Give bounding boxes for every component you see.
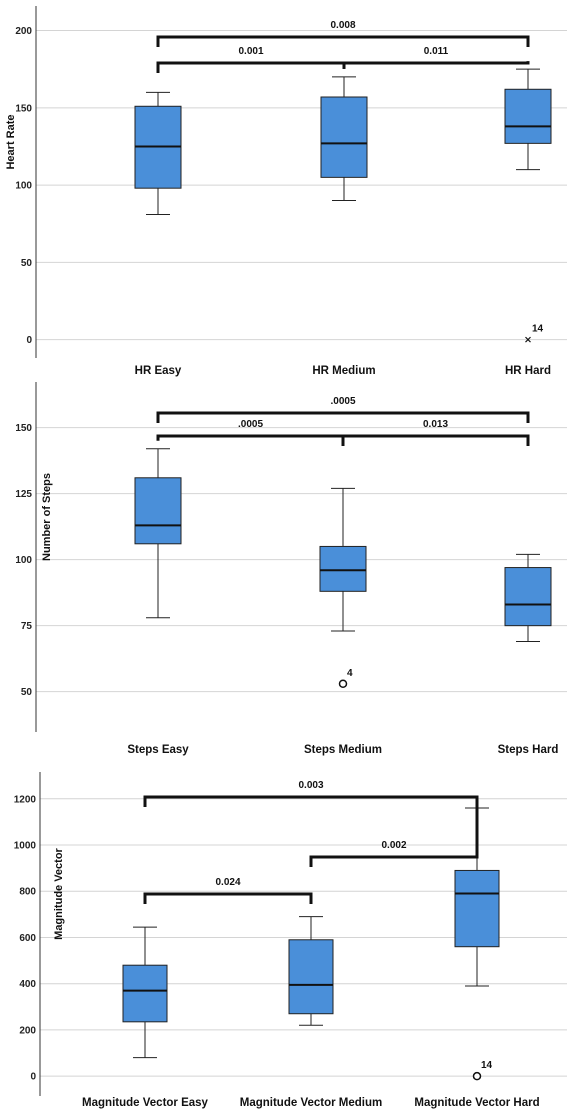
x-category-label: HR Hard: [505, 365, 551, 377]
x-category-label: Steps Easy: [127, 744, 189, 756]
outlier-label: 14: [481, 1060, 493, 1071]
y-axis-title: Heart Rate: [5, 114, 17, 169]
iqr-box: [134, 477, 182, 545]
significance-bracket: [341, 434, 530, 446]
box-1: [134, 91, 182, 215]
outlier-label: 14: [532, 324, 544, 335]
outlier-label: 4: [347, 668, 353, 679]
y-tick-label: 100: [15, 181, 32, 192]
significance-bracket: [156, 434, 345, 446]
y-tick-label: 1000: [14, 841, 37, 852]
x-category-label: Magnitude Vector Medium: [240, 1097, 383, 1109]
box-2: [319, 487, 367, 632]
p-value-label: 0.001: [238, 46, 263, 57]
iqr-box: [122, 964, 168, 1023]
significance-bracket: [156, 61, 346, 73]
iqr-box: [320, 96, 368, 178]
box-3: [454, 807, 500, 987]
chart-panel-2: 50 75 100 125 150 Number of Steps 4 .0005 0.013.…: [15, 382, 567, 756]
box-3: [504, 553, 552, 642]
x-category-label: Magnitude Vector Easy: [82, 1097, 209, 1109]
y-tick-label: 150: [15, 423, 32, 434]
outlier-marker: [338, 679, 348, 688]
p-value-label: 0.002: [381, 840, 406, 851]
x-category-label: Magnitude Vector Hard: [414, 1097, 539, 1109]
y-tick-label: 125: [15, 489, 32, 500]
significance-bracket: [143, 795, 479, 807]
x-category-label: HR Medium: [312, 365, 375, 377]
iqr-box: [319, 545, 367, 592]
y-tick-label: 400: [19, 979, 36, 990]
extreme-outlier-marker: [525, 336, 531, 343]
significance-bracket: [342, 61, 530, 69]
x-category-label: HR Easy: [135, 365, 182, 377]
y-tick-label: 200: [15, 26, 32, 37]
y-tick-label: 150: [15, 103, 32, 114]
y-tick-label: 50: [21, 687, 33, 698]
p-value-label: 0.008: [330, 20, 355, 31]
outlier-marker: [472, 1071, 482, 1081]
box-2: [320, 76, 368, 202]
p-value-label: 0.013: [423, 419, 448, 430]
y-tick-label: 1200: [14, 794, 37, 805]
p-value-label: .0005: [238, 419, 263, 430]
p-value-label: 0.003: [298, 780, 323, 791]
significance-bracket: [309, 800, 479, 867]
y-axis-title: Magnitude Vector: [53, 847, 65, 939]
p-value-label: 0.011: [424, 46, 449, 57]
box-1: [134, 448, 182, 619]
significance-bracket: [156, 411, 530, 423]
iqr-box: [454, 869, 500, 948]
x-category-label: Steps Medium: [304, 744, 382, 756]
y-tick-label: 0: [30, 1072, 36, 1083]
iqr-box: [504, 88, 552, 144]
iqr-box: [504, 567, 552, 627]
y-tick-label: 50: [21, 258, 33, 269]
significance-bracket: [156, 35, 530, 47]
y-tick-label: 0: [26, 335, 32, 346]
y-tick-label: 200: [19, 1025, 36, 1036]
chart-panel-3: 0 200 400 600 800 1000 1200 Magnitude Vector 14 0…: [14, 772, 567, 1109]
box-3: [504, 68, 552, 171]
y-axis-title: Number of Steps: [41, 473, 53, 561]
y-tick-label: 100: [15, 555, 32, 566]
iqr-box: [288, 939, 334, 1015]
y-tick-label: 600: [19, 933, 36, 944]
x-category-label: Steps Hard: [498, 744, 559, 756]
y-tick-label: 800: [19, 887, 36, 898]
box-2: [288, 916, 334, 1026]
p-value-label: 0.024: [215, 877, 240, 888]
box-1: [122, 926, 168, 1059]
chart-panel-1: 0 50 100 150 200 Heart Rate 14 0.001 0.011 0.008 H…: [5, 6, 567, 377]
y-tick-label: 75: [21, 621, 33, 632]
p-value-label: .0005: [330, 396, 355, 407]
significance-bracket: [143, 892, 313, 904]
